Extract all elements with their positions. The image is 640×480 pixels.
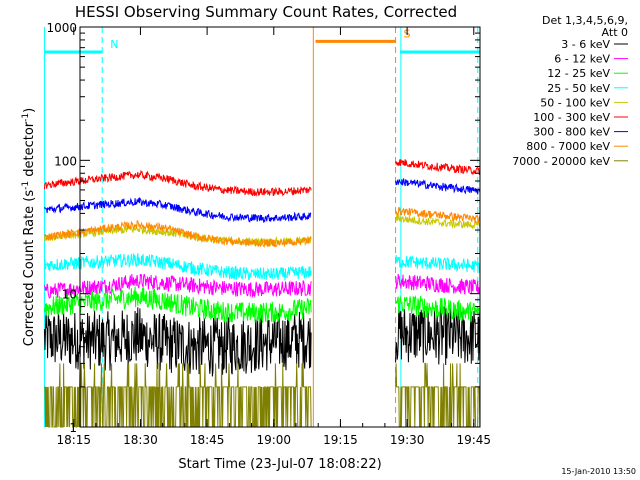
legend-label-5: 100 - 300 keV — [533, 111, 610, 124]
x-tick-label: 19:00 — [256, 433, 291, 447]
axes-layer: 18:15 18:30 18:45 19:00 19:15 19:30 19:45 1 10 10… — [46, 21, 491, 447]
series-line-1-seg0 — [43, 273, 312, 299]
x-tick-label: 19:15 — [323, 433, 358, 447]
x-tick-label: 19:30 — [390, 433, 425, 447]
legend-label-2: 12 - 25 keV — [547, 67, 610, 80]
series-line-8-seg1 — [395, 362, 481, 428]
footer-timestamp: 15-Jan-2010 13:50 — [561, 467, 636, 476]
x-tick-label: 18:15 — [56, 433, 91, 447]
series-line-4-seg1 — [395, 214, 481, 229]
plot-frame — [79, 26, 481, 428]
chart-title: HESSI Observing Summary Count Rates, Cor… — [75, 3, 457, 21]
series-line-3-seg1 — [395, 255, 481, 273]
legend-header-0: Det 1,3,4,5,6,9, — [542, 14, 628, 27]
series-line-8-seg0 — [44, 362, 312, 428]
x-tick-label: 18:30 — [123, 433, 158, 447]
legend-label-6: 300 - 800 keV — [533, 126, 610, 139]
annotation-flag-label-0: N — [110, 38, 118, 51]
series-line-6-seg0 — [44, 196, 312, 224]
series-line-5-seg1 — [395, 159, 481, 176]
x-tick-label: 18:45 — [190, 433, 225, 447]
y-tick-label: 1000 — [46, 21, 77, 35]
series-line-2-seg0 — [43, 286, 312, 323]
series-line-1-seg1 — [395, 273, 481, 295]
series-line-5-seg0 — [43, 169, 312, 197]
y-axis-label: Corrected Count Rate (s-1 detector-1) — [21, 108, 37, 346]
series-line-6-seg1 — [395, 178, 481, 195]
x-tick-label: 19:45 — [456, 433, 491, 447]
legend-label-7: 800 - 7000 keV — [526, 140, 610, 153]
series-line-0-seg1 — [395, 304, 481, 366]
series-line-3-seg0 — [44, 253, 312, 281]
series-line-2-seg1 — [395, 295, 481, 323]
y-tick-label: 10 — [62, 288, 77, 302]
series-line-7-seg0 — [43, 220, 312, 249]
series-line-0-seg0 — [43, 307, 312, 377]
legend-label-4: 50 - 100 keV — [540, 96, 610, 109]
data-layer: NS — [43, 27, 481, 428]
y-tick-label: 1 — [69, 421, 77, 435]
legend-label-8: 7000 - 20000 keV — [512, 155, 610, 168]
x-axis-label: Start Time (23-Jul-07 18:08:22) — [178, 457, 381, 472]
legend: Det 1,3,4,5,6,9,Att 03 - 6 keV 6 - 12 keV… — [512, 14, 628, 168]
legend-label-3: 25 - 50 keV — [547, 82, 610, 95]
series-line-7-seg1 — [395, 207, 481, 224]
legend-header-1: Att 0 — [602, 26, 628, 39]
y-tick-label: 100 — [54, 154, 77, 168]
legend-label-1: 6 - 12 keV — [554, 53, 610, 66]
legend-label-0: 3 - 6 keV — [561, 38, 610, 51]
